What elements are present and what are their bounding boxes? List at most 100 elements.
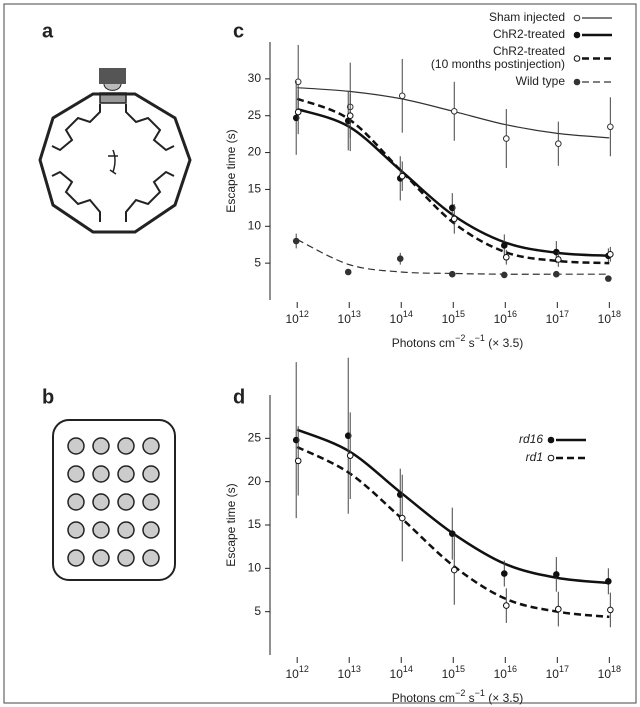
data-point (450, 107, 458, 115)
well (117, 437, 135, 455)
y-tick-label: 20 (248, 145, 262, 159)
legend-marker (573, 31, 581, 39)
data-point (500, 242, 508, 249)
x-tick-label: 1016 (494, 309, 517, 326)
x-tick-label: 1017 (546, 664, 569, 681)
data-point (450, 215, 458, 223)
y-tick-label: 15 (248, 182, 262, 196)
x-tick-label: 1015 (442, 664, 465, 681)
data-point (292, 114, 300, 122)
y-tick-label: 10 (248, 561, 262, 575)
y-tick-label: 20 (248, 474, 262, 488)
legend-marker (547, 436, 555, 444)
data-point (292, 436, 300, 444)
data-point (553, 571, 560, 578)
x-tick-label: 1014 (390, 664, 413, 681)
data-point (553, 270, 560, 278)
well (92, 465, 110, 483)
data-point (344, 268, 352, 276)
well (67, 493, 85, 511)
data-point (500, 570, 508, 577)
x-tick-label: 1012 (286, 309, 309, 326)
data-point (607, 123, 614, 131)
legend-marker (573, 14, 581, 22)
legend-label: rd1 (526, 450, 543, 464)
data-point (346, 452, 354, 459)
data-point (555, 605, 562, 613)
panel-letter: d (233, 386, 245, 408)
data-point (553, 248, 560, 256)
data-point (292, 237, 300, 245)
legend-label: ChR2-treated (493, 27, 565, 41)
data-point (398, 514, 406, 522)
data-point (502, 602, 510, 609)
legend-marker (547, 454, 555, 462)
y-tick-label: 5 (254, 255, 261, 269)
data-point (346, 112, 354, 120)
frame (3, 3, 637, 704)
data-point (448, 270, 456, 278)
well (142, 465, 160, 483)
fit-curve (296, 428, 610, 585)
y-axis-label: Escape time (s) (224, 483, 238, 566)
fit-curve (296, 107, 610, 258)
plate-drawing (52, 419, 176, 581)
legend-label: rd16 (519, 432, 543, 446)
data-point (398, 172, 406, 180)
maze-drawing (38, 68, 192, 234)
data-point (344, 432, 352, 440)
data-point (450, 566, 458, 574)
y-tick-label: 5 (254, 604, 261, 618)
well (92, 549, 110, 567)
data-point (607, 250, 614, 258)
well (142, 521, 160, 539)
well (142, 493, 160, 511)
y-tick-label: 25 (248, 431, 262, 445)
legend-label: Sham injected (489, 10, 565, 24)
legend-marker (573, 55, 581, 62)
legend-label: ChR2-treated (10 months postinjection) (431, 44, 565, 71)
data-point (448, 204, 456, 212)
well (92, 521, 110, 539)
well (67, 521, 85, 539)
well (67, 437, 85, 455)
data-point (555, 140, 562, 148)
well (117, 465, 135, 483)
x-tick-label: 1012 (286, 664, 309, 681)
fit-curve (296, 239, 610, 275)
x-tick-label: 1015 (442, 309, 465, 326)
legend-label: Wild type (516, 74, 566, 88)
data-point (294, 78, 302, 86)
data-point (294, 108, 302, 116)
panel-letter: a (42, 20, 54, 42)
data-point (396, 491, 404, 498)
x-tick-label: 1018 (598, 309, 621, 326)
data-point (502, 253, 510, 261)
data-point (605, 578, 612, 585)
x-tick-label: 1014 (390, 309, 413, 326)
data-point (500, 271, 508, 279)
data-point (294, 457, 302, 465)
well (67, 549, 85, 567)
x-tick-label: 1017 (546, 309, 569, 326)
data-point (605, 275, 612, 282)
well (117, 493, 135, 511)
y-axis-label: Escape time (s) (224, 129, 238, 212)
panel-letter: b (42, 386, 54, 408)
y-tick-label: 15 (248, 517, 262, 531)
y-tick-label: 10 (248, 218, 262, 232)
x-tick-label: 1018 (598, 664, 621, 681)
fit-curve (296, 97, 610, 265)
data-point (502, 135, 510, 142)
well (142, 549, 160, 567)
x-axis-label: Photons cm−2 s−1 (× 3.5) (392, 688, 524, 705)
well (117, 521, 135, 539)
x-tick-label: 1016 (494, 664, 517, 681)
well (142, 437, 160, 455)
x-axis-label: Photons cm−2 s−1 (× 3.5) (392, 333, 524, 350)
data-point (396, 255, 404, 263)
y-tick-label: 30 (248, 71, 262, 85)
data-point (555, 256, 562, 263)
